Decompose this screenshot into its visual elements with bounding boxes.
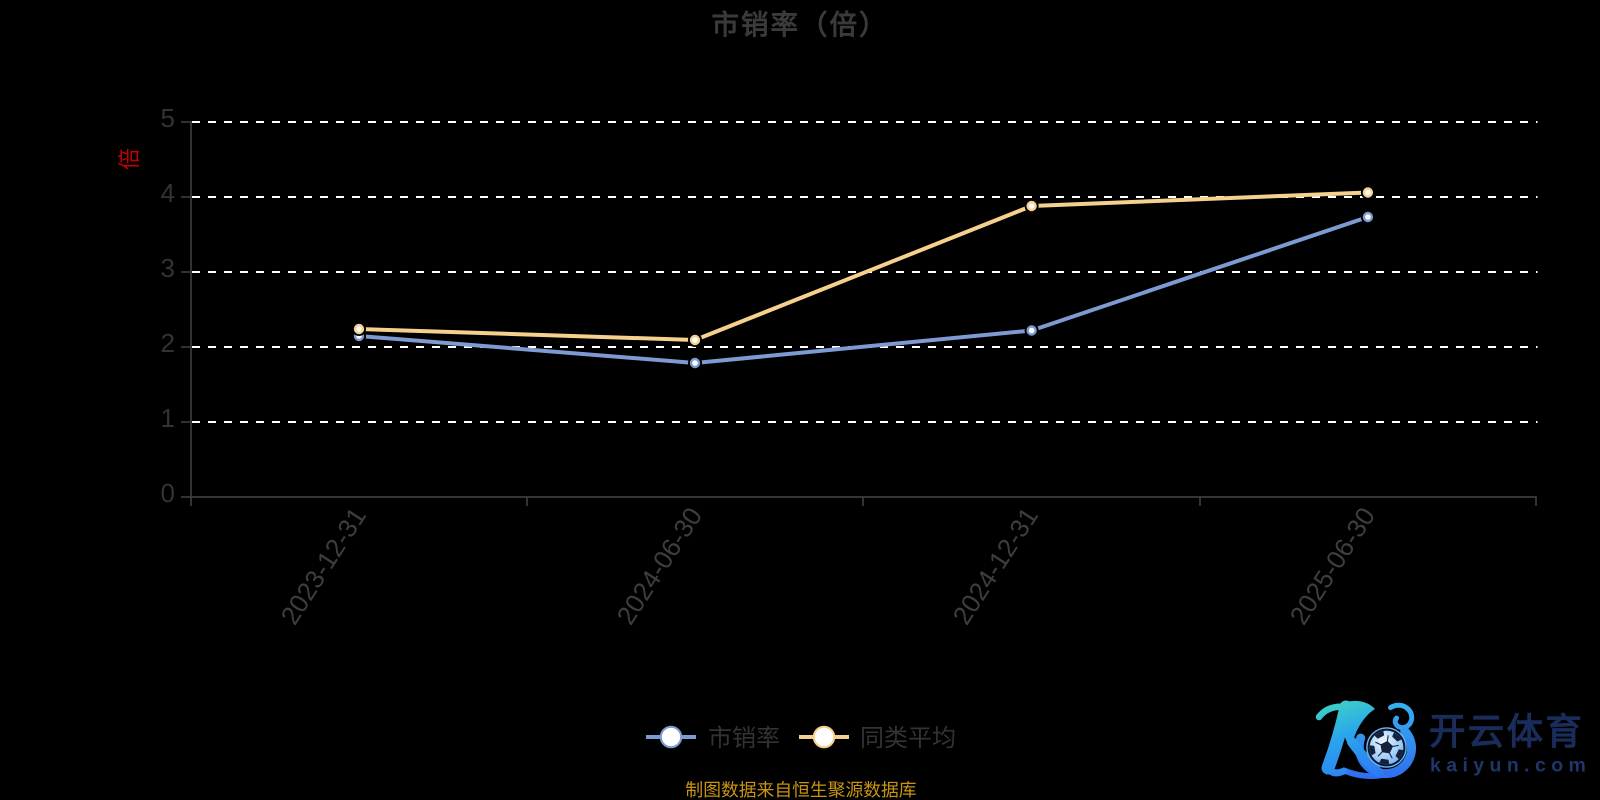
svg-text:同类平均: 同类平均 <box>860 725 956 752</box>
svg-text:0: 0 <box>161 478 175 508</box>
svg-text:3: 3 <box>161 253 175 283</box>
svg-text:制图数据来自恒生聚源数据库: 制图数据来自恒生聚源数据库 <box>685 780 916 800</box>
svg-text:市销率（倍）: 市销率（倍） <box>712 9 889 40</box>
svg-text:市销率: 市销率 <box>708 725 780 752</box>
svg-text:2: 2 <box>161 328 175 358</box>
svg-text:1: 1 <box>161 403 175 433</box>
svg-text:4: 4 <box>161 178 175 208</box>
svg-text:kaiyun.com: kaiyun.com <box>1430 755 1591 777</box>
svg-text:开云体育: 开云体育 <box>1429 711 1584 752</box>
svg-text:倍: 倍 <box>117 148 142 170</box>
svg-text:5: 5 <box>161 103 175 133</box>
